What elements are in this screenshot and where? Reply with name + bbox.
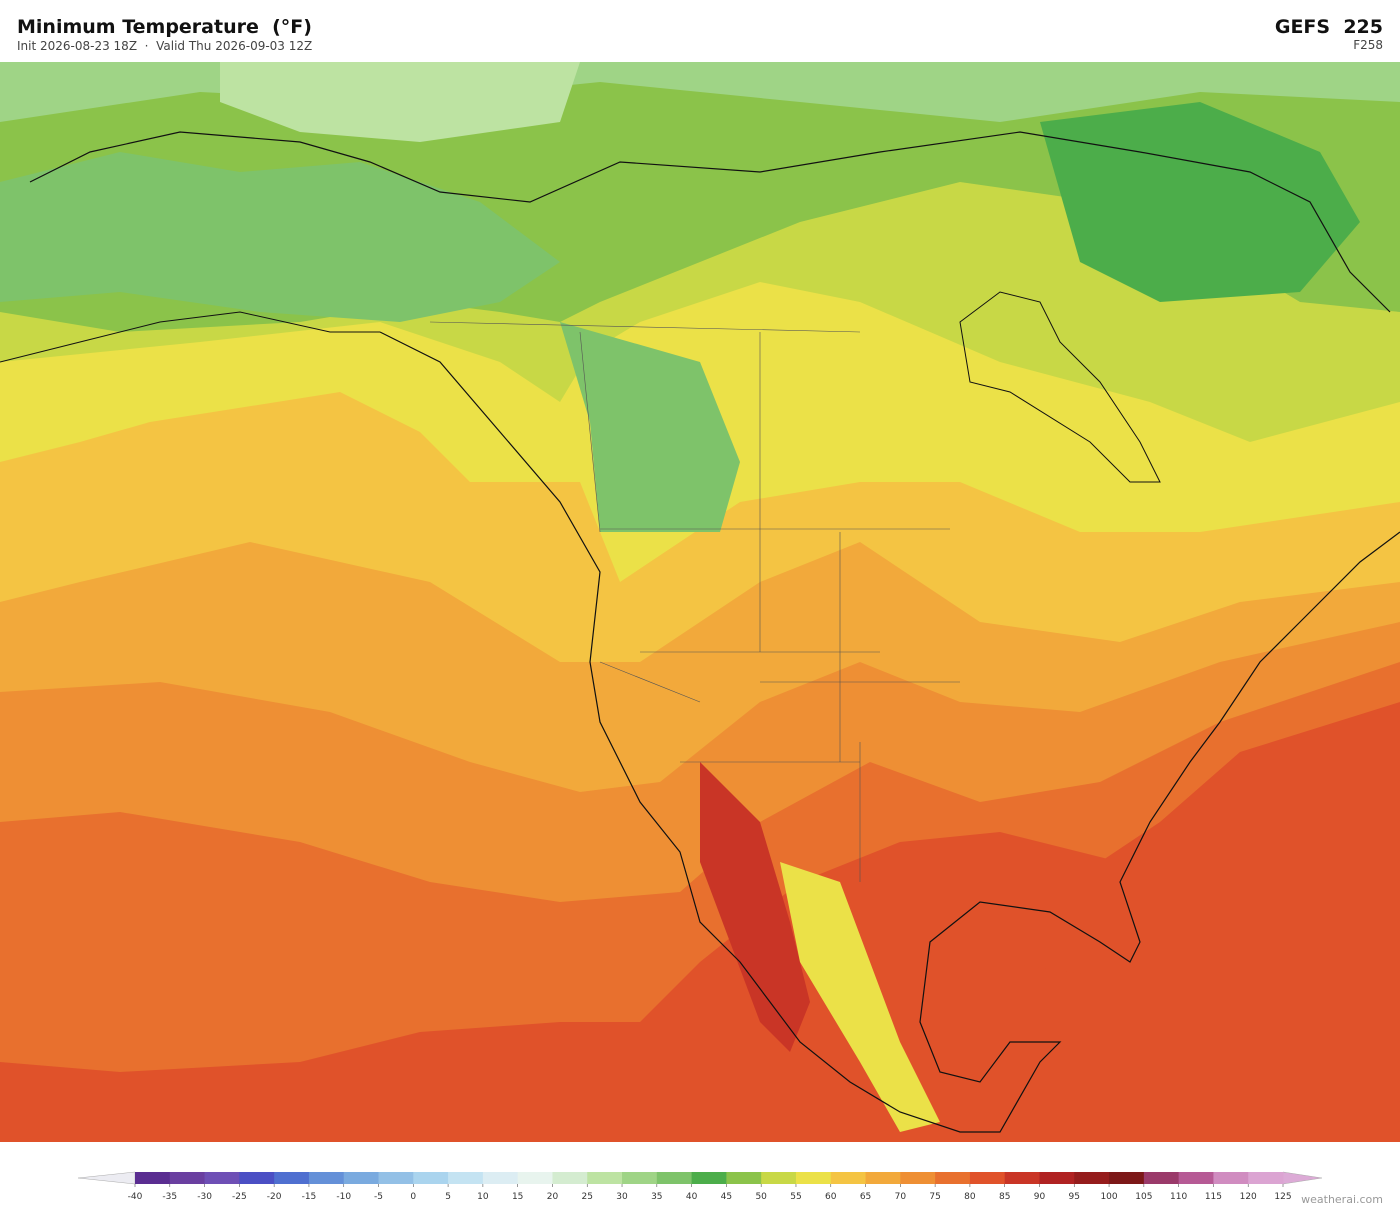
colorbar-segment <box>1213 1172 1249 1184</box>
tick-label: 60 <box>825 1192 837 1202</box>
colorbar-segment <box>378 1172 414 1184</box>
tick-label: -30 <box>197 1192 212 1202</box>
tick-label: 20 <box>547 1192 559 1202</box>
colorbar-segment <box>691 1172 727 1184</box>
colorbar-segment <box>726 1172 762 1184</box>
tick-label: 25 <box>582 1192 593 1202</box>
colorbar-segment <box>204 1172 240 1184</box>
tick-label: 5 <box>445 1192 451 1202</box>
colorbar-segment <box>239 1172 275 1184</box>
colorbar-segment <box>169 1172 206 1184</box>
colorbar-segment <box>517 1172 553 1184</box>
tick-label: -10 <box>336 1192 351 1202</box>
colorbar-segment <box>274 1172 310 1184</box>
tick-label: 65 <box>860 1192 871 1202</box>
tick-label: 40 <box>686 1192 698 1202</box>
colorbar-segment <box>622 1172 658 1184</box>
colorbar-segment <box>343 1172 380 1184</box>
tick-label: 30 <box>616 1192 628 1202</box>
tick-label: -15 <box>302 1192 317 1202</box>
map-subtitle: Init 2026-08-23 18Z · Valid Thu 2026-09-… <box>17 39 313 53</box>
colorbar-segment <box>135 1172 171 1184</box>
tick-label: 45 <box>721 1192 732 1202</box>
colorbar-segment <box>761 1172 797 1184</box>
tick-label: -20 <box>267 1192 282 1202</box>
tick-label: 95 <box>1069 1192 1080 1202</box>
tick-label: 105 <box>1135 1192 1152 1202</box>
colorbar-segment <box>552 1172 588 1184</box>
tick-label: 50 <box>755 1192 767 1202</box>
tick-label: 120 <box>1240 1192 1257 1202</box>
tick-label: -40 <box>128 1192 143 1202</box>
colorbar: -40 -35 -30 -25 -20 -15 -10 -5 0 5 10 15 20 25 30 35 40 4… <box>77 1171 1323 1202</box>
tick-label: 100 <box>1100 1192 1117 1202</box>
tick-label: 85 <box>999 1192 1010 1202</box>
tick-label: -25 <box>232 1192 247 1202</box>
tick-label: 55 <box>790 1192 801 1202</box>
colorbar-segment <box>656 1172 693 1184</box>
tick-label: 125 <box>1274 1192 1291 1202</box>
tick-label: 35 <box>651 1192 662 1202</box>
tick-label: 75 <box>929 1192 940 1202</box>
tick-label: -35 <box>162 1192 177 1202</box>
credit: weatherai.com <box>1301 1193 1383 1206</box>
colorbar-segment <box>587 1172 623 1184</box>
model-label: GEFS 225 <box>1274 16 1383 38</box>
colorbar-segment <box>1004 1172 1040 1184</box>
colorbar-segment <box>413 1172 449 1184</box>
map <box>0 62 1400 1142</box>
colorbar-segment <box>935 1172 971 1184</box>
colorbar-segment <box>830 1172 867 1184</box>
tick-label: 115 <box>1205 1192 1222 1202</box>
colorbar-segment <box>865 1172 901 1184</box>
colorbar-segment <box>1109 1172 1145 1184</box>
colorbar-segment <box>969 1172 1006 1184</box>
tick-label: 90 <box>1034 1192 1046 1202</box>
tick-label: 15 <box>512 1192 523 1202</box>
colorbar-segment <box>1143 1172 1180 1184</box>
forecast-hour: F258 <box>1353 38 1383 52</box>
tick-label: 0 <box>410 1192 416 1202</box>
map-title: Minimum Temperature (°F) <box>17 16 312 38</box>
tick-label: 80 <box>964 1192 976 1202</box>
colorbar-segment <box>1178 1172 1214 1184</box>
tick-label: 10 <box>477 1192 489 1202</box>
colorbar-segment <box>1248 1172 1284 1184</box>
colorbar-segment <box>1039 1172 1075 1184</box>
colorbar-segment <box>482 1172 519 1184</box>
under-triangle <box>77 1171 136 1185</box>
tick-label: 110 <box>1170 1192 1187 1202</box>
colorbar-segment <box>308 1172 345 1184</box>
colorbar-segment <box>448 1172 484 1184</box>
colorbar-segment <box>900 1172 936 1184</box>
tick-label: 70 <box>895 1192 907 1202</box>
colorbar-segment <box>1074 1172 1110 1184</box>
tick-label: -5 <box>374 1192 383 1202</box>
colorbar-segment <box>795 1172 832 1184</box>
over-triangle <box>1282 1171 1323 1185</box>
